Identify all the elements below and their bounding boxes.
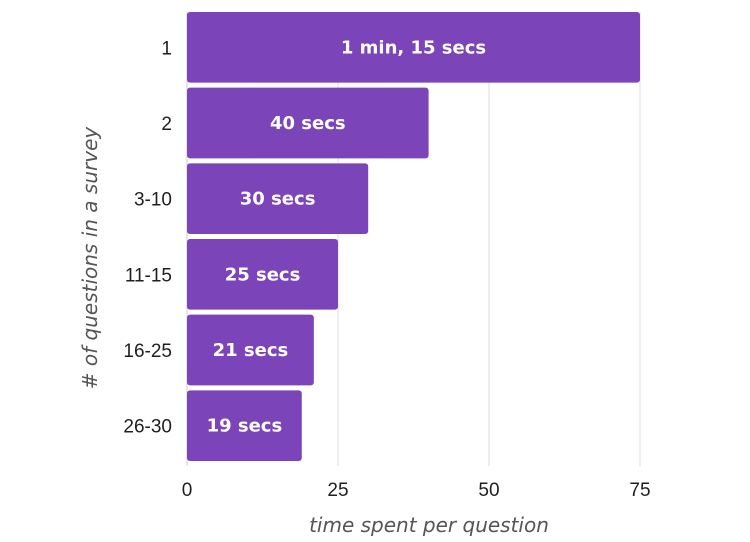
bar bbox=[187, 163, 369, 234]
bar-data-labels: 1 min, 15 secs 40 secs 30 secs 25 secs 21 se… bbox=[207, 37, 487, 436]
y-tick-label: 2 bbox=[161, 114, 172, 135]
y-tick-label: 3-10 bbox=[134, 190, 172, 211]
y-tick-labels: 1 2 3-10 11-15 16-25 26-30 bbox=[123, 38, 172, 437]
x-tick-label: 50 bbox=[478, 480, 499, 501]
bar-value-label: 25 secs bbox=[225, 264, 301, 285]
y-tick-label: 11-15 bbox=[125, 265, 172, 286]
x-tick-label: 25 bbox=[327, 480, 348, 501]
bar bbox=[187, 87, 429, 159]
x-axis-label: time spent per question bbox=[309, 513, 549, 537]
x-tick-label: 75 bbox=[629, 480, 650, 501]
bar bbox=[187, 314, 314, 386]
bar-value-label: 30 secs bbox=[240, 189, 316, 210]
bar-value-label: 19 secs bbox=[207, 416, 283, 437]
y-tick-label: 1 bbox=[161, 38, 172, 59]
bars bbox=[187, 12, 640, 461]
x-tick-label: 0 bbox=[182, 480, 193, 501]
bar bbox=[187, 390, 302, 461]
bar bbox=[187, 12, 640, 83]
bar-value-label: 21 secs bbox=[213, 340, 289, 361]
bar-value-label: 1 min, 15 secs bbox=[341, 37, 486, 58]
bar-value-label: 40 secs bbox=[270, 113, 346, 134]
y-tick-label: 16-25 bbox=[123, 341, 172, 362]
y-axis-label: # of questions in a survey bbox=[78, 126, 102, 390]
bar bbox=[187, 239, 338, 310]
x-tick-labels: 0 25 50 75 bbox=[182, 480, 651, 501]
y-tick-label: 26-30 bbox=[123, 417, 172, 438]
